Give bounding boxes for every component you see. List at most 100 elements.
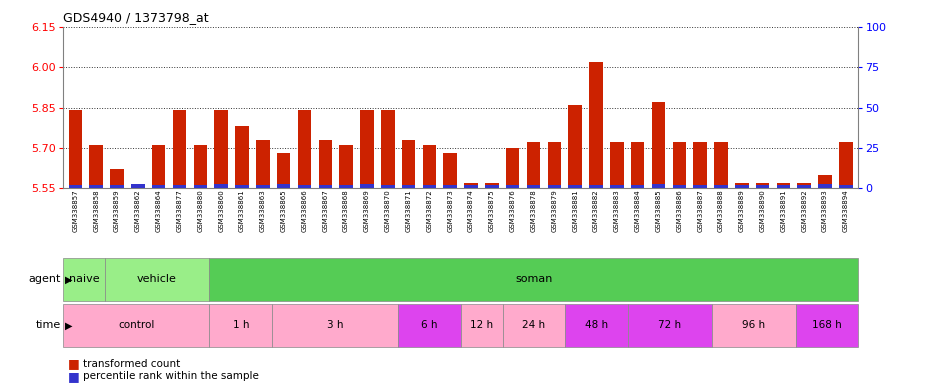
Bar [110,169,124,188]
Bar [63,258,105,301]
Bar [401,140,415,188]
Bar [589,62,603,188]
Bar [63,304,209,347]
Bar [105,258,209,301]
Bar [360,110,374,188]
Bar [423,185,437,188]
Bar [209,258,858,301]
Bar [610,142,623,188]
Bar [652,102,665,188]
Bar [401,185,415,188]
Bar [819,184,832,188]
Text: 168 h: 168 h [812,320,842,331]
Text: 1 h: 1 h [232,320,249,331]
Bar [756,185,770,188]
Bar [672,142,686,188]
Bar [756,183,770,188]
Text: soman: soman [515,274,552,285]
Bar [398,304,461,347]
Bar [839,185,853,188]
Bar [131,184,144,188]
Bar [631,142,645,188]
Text: 96 h: 96 h [742,320,765,331]
Text: time: time [36,320,61,331]
Bar [569,105,582,188]
Bar [272,304,398,347]
Bar [461,304,502,347]
Text: ▶: ▶ [65,274,72,285]
Bar [565,304,628,347]
Bar [631,185,645,188]
Bar [360,184,374,188]
Bar [502,304,565,347]
Bar [464,183,478,188]
Bar [777,183,790,188]
Bar [173,110,186,188]
Bar [464,185,478,188]
Text: ▶: ▶ [65,320,72,331]
Bar [68,185,82,188]
Bar [796,304,858,347]
Bar [526,142,540,188]
Text: GDS4940 / 1373798_at: GDS4940 / 1373798_at [63,11,208,24]
Text: percentile rank within the sample: percentile rank within the sample [83,371,259,381]
Bar [548,142,561,188]
Bar [256,140,269,188]
Bar [215,110,228,188]
Bar [694,185,707,188]
Bar [797,183,811,188]
Bar [423,145,437,188]
Bar [694,142,707,188]
Bar [298,110,311,188]
Bar [569,185,582,188]
Text: ■: ■ [68,370,80,383]
Text: agent: agent [29,274,61,285]
Bar [526,185,540,188]
Bar [485,185,499,188]
Bar [90,145,103,188]
Bar [714,185,728,188]
Bar [714,142,728,188]
Bar [506,185,520,188]
Bar [90,185,103,188]
Bar [318,140,332,188]
Bar [443,185,457,188]
Bar [735,183,748,188]
Bar [506,148,520,188]
Bar [298,185,311,188]
Text: ■: ■ [68,358,80,371]
Bar [589,185,603,188]
Bar [443,153,457,188]
Bar [381,110,395,188]
Bar [485,183,499,188]
Text: naive: naive [68,274,99,285]
Text: vehicle: vehicle [137,274,177,285]
Bar [131,185,144,188]
Bar [339,185,352,188]
Bar [672,185,686,188]
Text: transformed count: transformed count [83,359,180,369]
Bar [628,304,712,347]
Bar [215,184,228,188]
Bar [209,304,272,347]
Text: 6 h: 6 h [421,320,438,331]
Bar [712,304,796,347]
Bar [152,145,166,188]
Bar [277,153,290,188]
Bar [235,185,249,188]
Bar [193,185,207,188]
Bar [735,185,748,188]
Bar [610,185,623,188]
Bar [839,142,853,188]
Bar [110,185,124,188]
Bar [777,185,790,188]
Bar [339,145,352,188]
Text: 12 h: 12 h [470,320,493,331]
Bar [797,185,811,188]
Bar [256,185,269,188]
Bar [652,184,665,188]
Bar [68,110,82,188]
Text: 48 h: 48 h [586,320,609,331]
Bar [318,185,332,188]
Bar [277,184,290,188]
